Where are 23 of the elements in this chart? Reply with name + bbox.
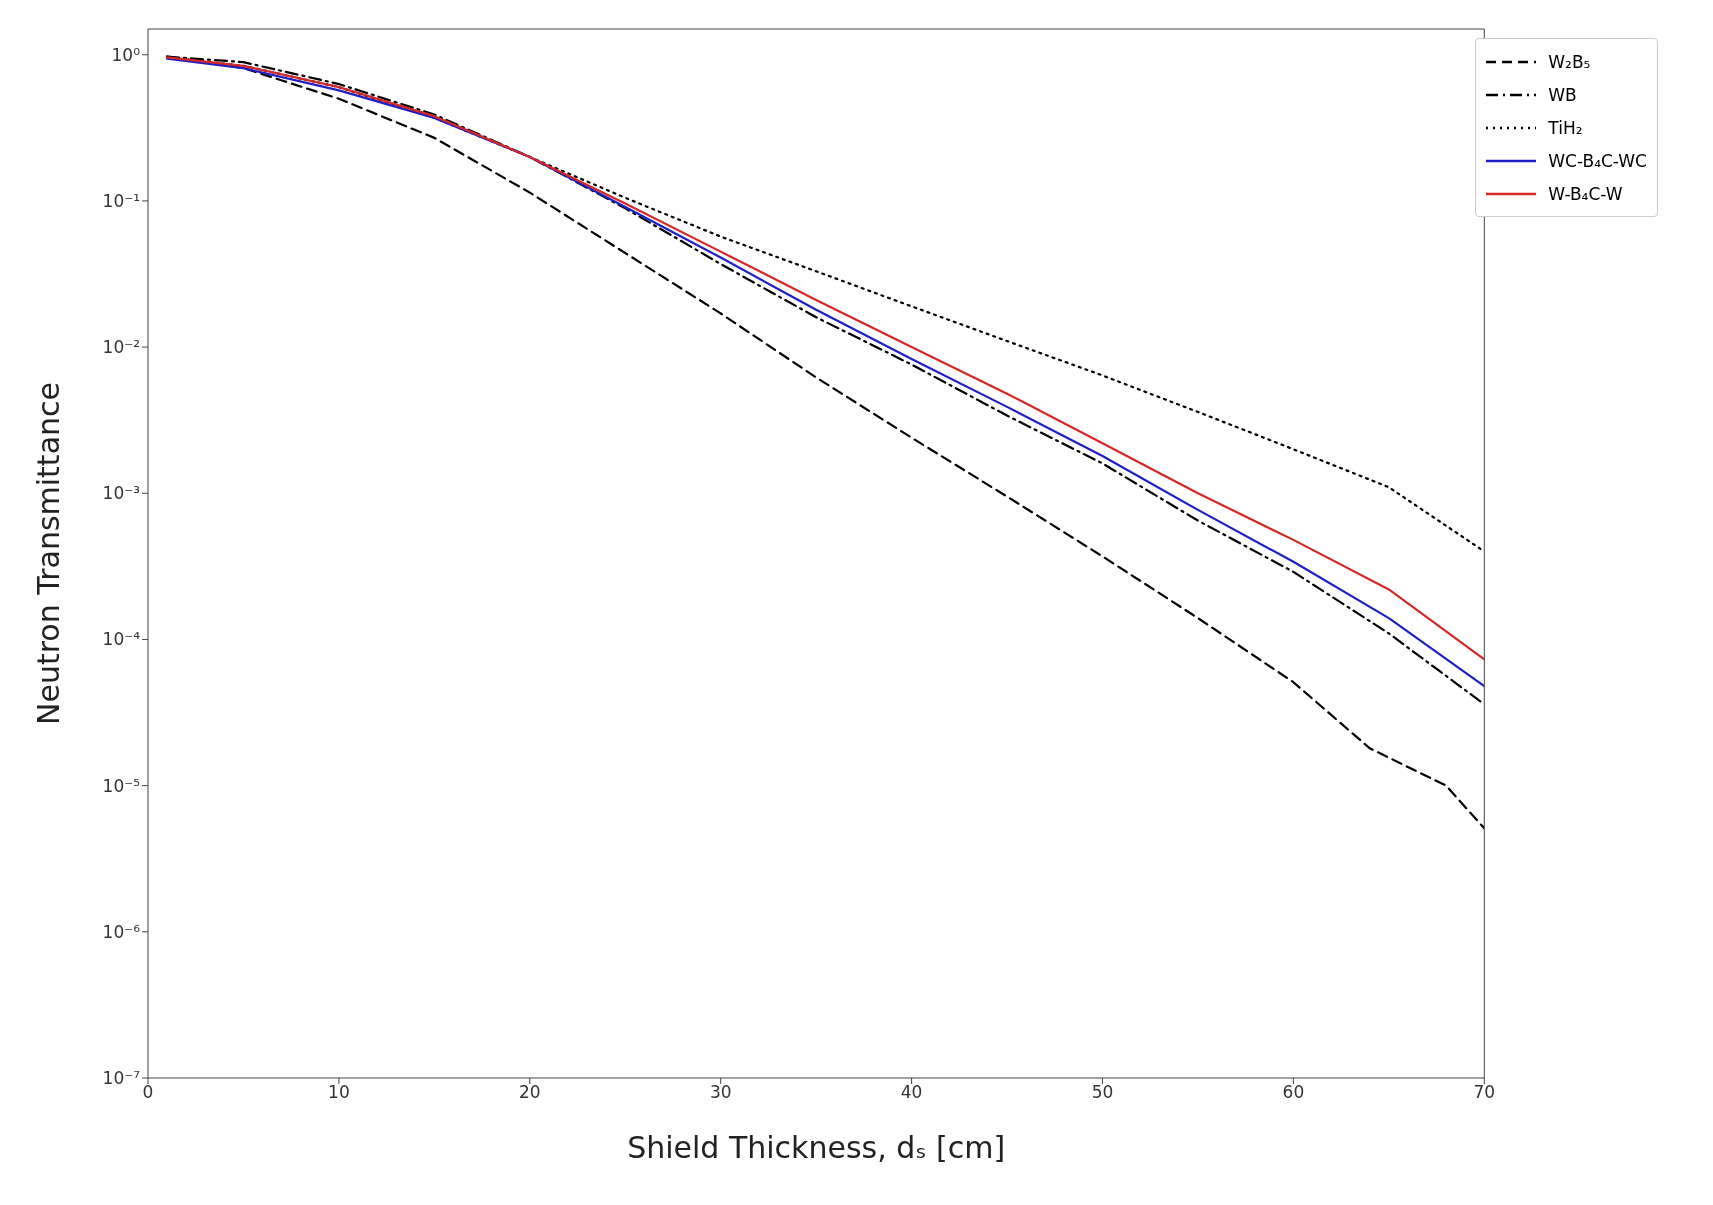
legend-label: TiH₂ — [1548, 117, 1583, 138]
x-tick-label: 50 — [1091, 1082, 1114, 1103]
legend-label: W-B₄C-W — [1548, 183, 1623, 204]
x-tick-label: 20 — [518, 1082, 541, 1103]
legend-label: WB — [1548, 84, 1577, 105]
y-tick-label: 10⁻⁷ — [102, 1068, 141, 1089]
y-tick-label: 10⁻⁴ — [102, 629, 141, 650]
x-tick-label: 70 — [1473, 1082, 1496, 1103]
x-tick-label: 40 — [900, 1082, 923, 1103]
y-tick-label: 10⁻² — [102, 337, 140, 358]
x-tick-label: 0 — [142, 1082, 154, 1103]
y-tick-label: 10⁻¹ — [102, 190, 140, 211]
legend-label: W₂B₅ — [1548, 51, 1591, 72]
y-tick-label: 10⁻³ — [102, 483, 140, 504]
x-tick-label: 30 — [709, 1082, 732, 1103]
y-tick-label: 10⁻⁵ — [102, 775, 140, 796]
legend-label: WC-B₄C-WC — [1548, 150, 1647, 171]
x-tick-label: 60 — [1282, 1082, 1305, 1103]
y-axis-title: Neutron Transmittance — [30, 382, 66, 725]
x-tick-label: 10 — [328, 1082, 350, 1103]
y-tick-label: 10⁰ — [111, 44, 141, 65]
y-tick-label: 10⁻⁶ — [102, 921, 141, 942]
x-axis-title: Shield Thickness, dₛ [cm] — [627, 1130, 1006, 1165]
